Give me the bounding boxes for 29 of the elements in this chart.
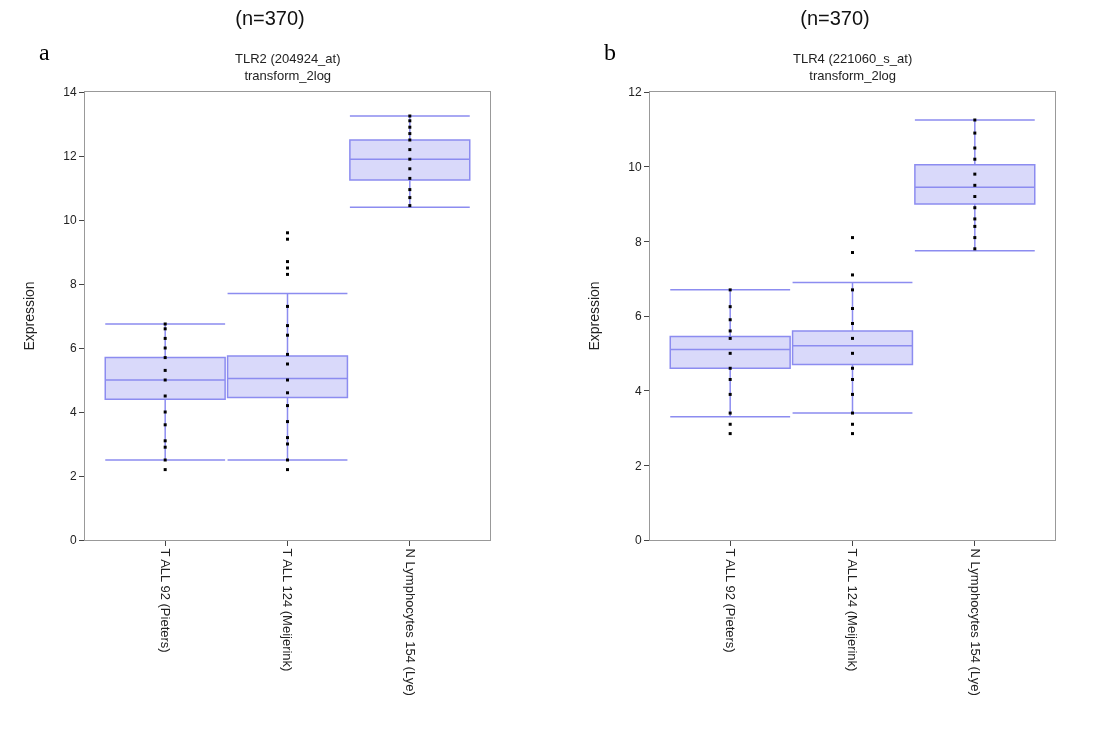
y-tick-label: 10 (63, 213, 77, 228)
chart-subtitle: TLR2 (204924_at) transform_2log (235, 51, 341, 83)
x-tick-label: T ALL 124 (Meijerink) (280, 548, 296, 672)
y-tick-label: 6 (634, 309, 642, 324)
x-tick-label: T ALL 92 (Pieters) (157, 548, 173, 653)
y-tick-label: 12 (63, 149, 77, 164)
y-tick-label: 8 (634, 234, 642, 249)
chart-title: (n=370) (235, 7, 305, 30)
text: a (39, 39, 50, 65)
y-tick-label: 4 (69, 405, 77, 420)
y-tick-label: 8 (69, 277, 77, 292)
x-tick-label: N Lymphocytes 154 (Lye) (967, 548, 983, 696)
y-tick-label: 0 (634, 533, 642, 548)
chart-title: (n=370) (800, 7, 870, 30)
x-tick-label: T ALL 92 (Pieters) (722, 548, 738, 653)
y-axis-title: Expression (20, 281, 37, 351)
y-tick-label: 4 (634, 383, 642, 398)
y-tick-label: 0 (69, 533, 77, 548)
y-tick-label: 6 (69, 341, 77, 356)
y-tick-label: 2 (634, 458, 642, 473)
y-axis-title: Expression (585, 281, 602, 351)
y-tick-label: 12 (628, 85, 642, 100)
y-tick-label: 2 (69, 469, 77, 484)
chart-subtitle: TLR4 (221060_s_at) transform_2log (793, 51, 913, 83)
x-tick-label: T ALL 124 (Meijerink) (845, 548, 861, 672)
text: b (604, 39, 616, 65)
y-tick-label: 14 (63, 85, 77, 100)
x-tick-label: N Lymphocytes 154 (Lye) (402, 548, 418, 696)
y-tick-label: 10 (628, 159, 642, 174)
